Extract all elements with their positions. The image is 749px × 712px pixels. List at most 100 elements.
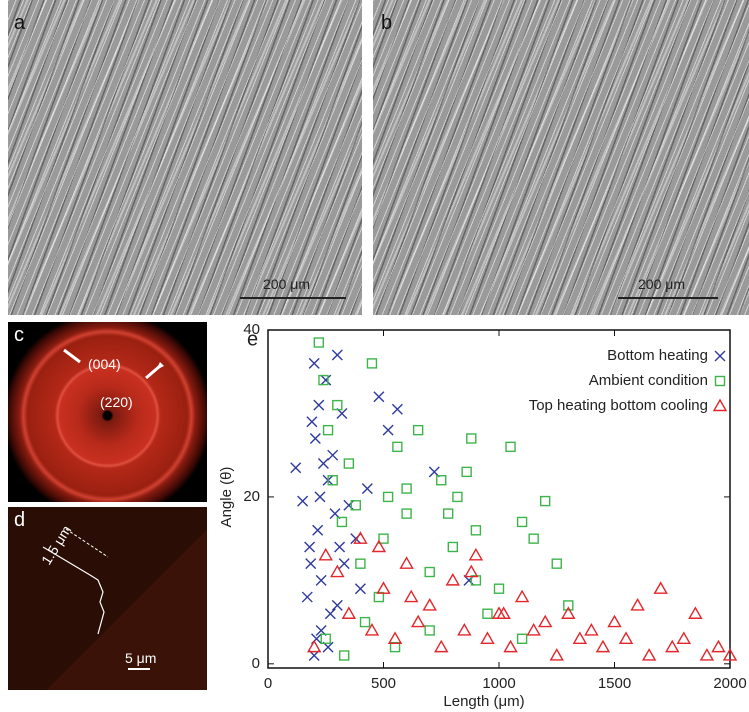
point [528,624,540,635]
point [437,476,446,485]
point [332,350,342,360]
point [339,559,349,569]
panel-label: a [14,12,25,35]
point [447,574,459,585]
point [412,616,424,627]
point [458,624,470,635]
point [332,600,342,610]
point [306,559,316,569]
point [666,641,678,652]
x-tick-label: 1000 [482,675,515,692]
point [655,583,667,594]
point [308,641,320,652]
scale-bar [618,297,718,299]
point [552,559,561,568]
point [506,442,515,451]
point [309,358,319,368]
point [313,525,323,535]
x-tick-label: 500 [371,675,396,692]
scale-bar [240,297,346,299]
point [470,549,482,560]
point [305,542,315,552]
x-tick-label: 1500 [598,675,631,692]
micrograph-b: b 200 μm [373,0,749,315]
point [435,641,447,652]
width-marker [8,507,207,690]
point [298,496,308,506]
point [483,609,492,618]
point [314,400,324,410]
point [643,649,655,660]
point [340,651,349,660]
legend-marker [716,377,725,386]
point [405,591,417,602]
point [324,426,333,435]
point [337,517,346,526]
y-axis-label: Angle (θ) [218,467,235,528]
point [344,500,354,510]
point [516,591,528,602]
point [462,467,471,476]
legend-marker [715,351,725,361]
point [316,575,326,585]
scale-bar-label: 5 μm [125,650,156,666]
point [374,392,384,402]
point [465,566,477,577]
peak-label: (220) [100,394,133,410]
point [402,509,411,518]
diffraction-pattern: c (004) (220) [8,322,207,502]
point [291,463,301,473]
point [335,542,345,552]
point [378,583,390,594]
point [383,425,393,435]
point [302,592,312,602]
point [328,450,338,460]
point [389,633,401,644]
y-tick-label: 0 [252,655,260,672]
point [444,509,453,518]
point [392,404,402,414]
legend-marker [714,400,726,411]
point [331,566,343,577]
scale-bar-label: 200 μm [638,276,685,292]
point [551,649,563,660]
point [328,476,337,485]
point [310,433,320,443]
point [609,616,621,627]
point [355,584,365,594]
point [585,624,597,635]
point [529,534,538,543]
point [518,634,527,643]
y-tick-label: 20 [243,488,260,505]
legend-label: Bottom heating [607,347,708,364]
point [321,375,331,385]
legend-label: Ambient condition [589,372,708,389]
point [314,338,323,347]
point [481,633,493,644]
point [678,633,690,644]
point [471,526,480,535]
y-tick-label: 40 [243,322,260,338]
afm-image: d 1.5 μm 5 μm [8,507,207,690]
point [318,459,328,469]
point [518,517,527,526]
point [467,434,476,443]
x-tick-label: 0 [264,675,272,692]
point [325,609,335,619]
point [414,426,423,435]
scale-bar-label: 200 μm [263,276,310,292]
point [505,641,517,652]
page: a 200 μm b 200 μm c (004) (220) d 1.5 μm… [0,0,749,712]
point [448,542,457,551]
point [361,618,370,627]
point [343,608,355,619]
point [362,484,372,494]
point [315,492,325,502]
point [495,584,504,593]
peak-label: (004) [88,356,121,372]
point [307,417,317,427]
point [344,459,353,468]
point [539,616,551,627]
point [367,359,376,368]
